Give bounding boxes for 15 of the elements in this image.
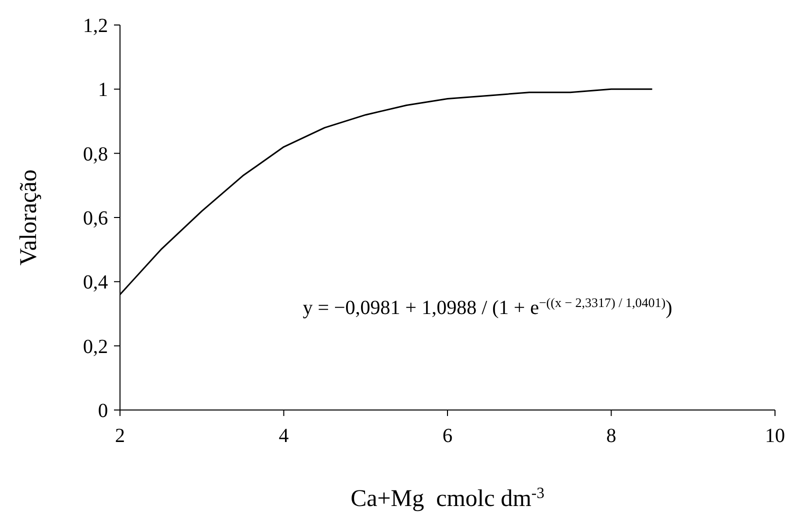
x-tick-label: 10 [765,425,785,447]
y-tick-label: 1 [98,79,108,102]
x-tick-label: 6 [442,425,452,447]
y-tick-label: 0,6 [83,208,108,230]
y-tick-label: 1,2 [83,15,108,37]
y-tick-label: 0,8 [83,143,108,166]
y-tick-label: 0,4 [83,272,108,294]
x-tick-label: 4 [278,425,289,447]
annotation: y = −0,0981 + 1,0988 / (1 + e$^{−((x − 2,3317) / 1,0401)}$) [302,294,672,319]
y-tick-label: 0,2 [83,336,108,358]
x-tick-label: 2 [115,425,125,447]
x-axis-title: Ca+Mg cmolc dm$^{-3}$ [350,484,545,512]
y-tick-label: 0 [98,400,108,422]
x-tick-label: 8 [606,425,616,447]
y-axis-title: Valoração [16,170,42,266]
